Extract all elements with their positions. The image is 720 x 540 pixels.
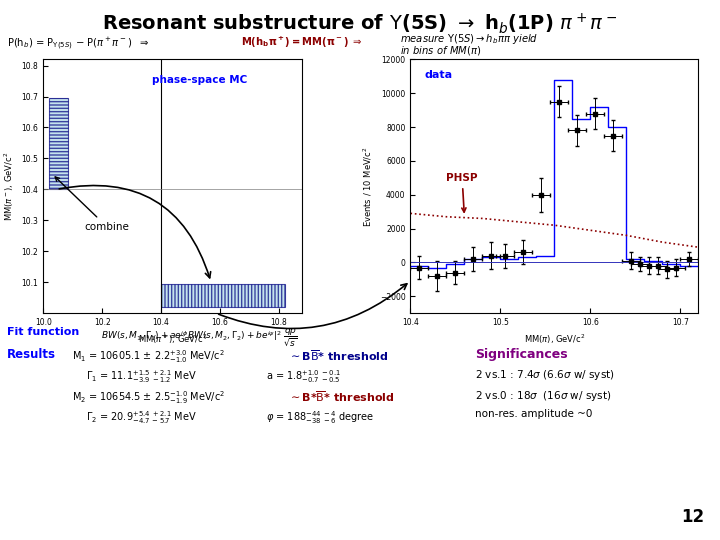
Text: combine: combine <box>55 177 130 232</box>
Text: Significances: Significances <box>475 348 568 361</box>
Text: 12: 12 <box>681 509 704 526</box>
Text: phase-space MC: phase-space MC <box>152 75 247 85</box>
Text: P(h$_b$) = P$_{\Upsilon(5S)}$ $-$ P($\pi^+\pi^-$)  $\Rightarrow$: P(h$_b$) = P$_{\Upsilon(5S)}$ $-$ P($\pi… <box>7 35 150 52</box>
Text: $BW(s,M_1,\Gamma_1)+ae^{i\phi}BW(s,M_2,\Gamma_2)+be^{i\psi}|^2\;\dfrac{qp}{\sqrt: $BW(s,M_1,\Gamma_1)+ae^{i\phi}BW(s,M_2,\… <box>101 327 297 348</box>
Text: M$_2$ = 10654.5 $\pm$ 2.5$^{-1.0}_{-1.9}$ MeV/c$^2$: M$_2$ = 10654.5 $\pm$ 2.5$^{-1.0}_{-1.9}… <box>72 389 225 406</box>
Text: $\sim$B$\overline{\rm B}$* threshold: $\sim$B$\overline{\rm B}$* threshold <box>288 348 389 363</box>
Text: Resonant substructure of $\Upsilon$(5S) $\rightarrow$ h$_b$(1P) $\pi^+\pi^-$: Resonant substructure of $\Upsilon$(5S) … <box>102 12 618 37</box>
Text: $\varphi$ = 188$^{-44\ -4}_{-38\ -6}$ degree: $\varphi$ = 188$^{-44\ -4}_{-38\ -6}$ de… <box>266 409 374 426</box>
Text: $\mathit{measure\ \Upsilon(5S){\to}h_b\pi\pi\ yield}$: $\mathit{measure\ \Upsilon(5S){\to}h_b\p… <box>400 32 538 46</box>
Text: Fit function: Fit function <box>7 327 79 337</box>
Text: non-res. amplitude ~0: non-res. amplitude ~0 <box>475 409 593 420</box>
Text: 2 vs.0 : 18$\sigma$  (16$\sigma$ w/ syst): 2 vs.0 : 18$\sigma$ (16$\sigma$ w/ syst) <box>475 389 611 403</box>
Bar <box>49 98 68 190</box>
Text: M$_1$ = 10605.1 $\pm$ 2.2$^{+3.0}_{-1.0}$ MeV/c$^2$: M$_1$ = 10605.1 $\pm$ 2.2$^{+3.0}_{-1.0}… <box>72 348 225 365</box>
Text: $\mathit{in\ bins\ of\ MM(\pi)}$: $\mathit{in\ bins\ of\ MM(\pi)}$ <box>400 44 481 57</box>
Text: 2 vs.1 : 7.4$\sigma$ (6.6$\sigma$ w/ syst): 2 vs.1 : 7.4$\sigma$ (6.6$\sigma$ w/ sys… <box>475 368 615 382</box>
Text: PHSP: PHSP <box>446 173 478 212</box>
Text: $\Gamma_1$ = 11.1$^{+1.5\ +2.1}_{-3.9\ -1.2}$ MeV: $\Gamma_1$ = 11.1$^{+1.5\ +2.1}_{-3.9\ -… <box>86 368 197 385</box>
Text: data: data <box>425 70 453 79</box>
Text: $\mathbf{M(h_b\pi^+) = MM(\pi^-)}$ $\Rightarrow$: $\mathbf{M(h_b\pi^+) = MM(\pi^-)}$ $\Rig… <box>241 35 363 50</box>
Y-axis label: MM($\pi^-$), GeV/c$^2$: MM($\pi^-$), GeV/c$^2$ <box>2 152 16 221</box>
X-axis label: MM($\pi$), GeV/c$^2$: MM($\pi$), GeV/c$^2$ <box>523 333 585 346</box>
X-axis label: MM($\pi^+$), GeV/c$^2$: MM($\pi^+$), GeV/c$^2$ <box>138 333 207 346</box>
Text: Results: Results <box>7 348 56 361</box>
Text: $\Gamma_2$ = 20.9$^{+5.4\ +2.1}_{-4.7\ -5.7}$ MeV: $\Gamma_2$ = 20.9$^{+5.4\ +2.1}_{-4.7\ -… <box>86 409 197 426</box>
Bar <box>161 284 284 307</box>
Text: $\sim$B*$\overline{\rm B}$* threshold: $\sim$B*$\overline{\rm B}$* threshold <box>288 389 395 403</box>
Y-axis label: Events / 10 MeV/c$^2$: Events / 10 MeV/c$^2$ <box>362 146 374 227</box>
Text: a = 1.8$^{+1.0\ -0.1}_{-0.7\ -0.5}$: a = 1.8$^{+1.0\ -0.1}_{-0.7\ -0.5}$ <box>266 368 341 385</box>
